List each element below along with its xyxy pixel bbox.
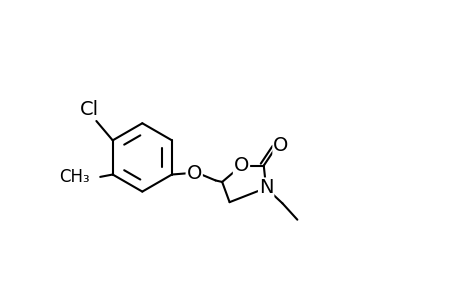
Text: N: N — [258, 178, 273, 197]
Text: CH₃: CH₃ — [59, 168, 90, 186]
Text: Cl: Cl — [80, 100, 99, 118]
Text: O: O — [233, 156, 249, 175]
Text: O: O — [186, 164, 202, 182]
Text: O: O — [273, 136, 288, 155]
